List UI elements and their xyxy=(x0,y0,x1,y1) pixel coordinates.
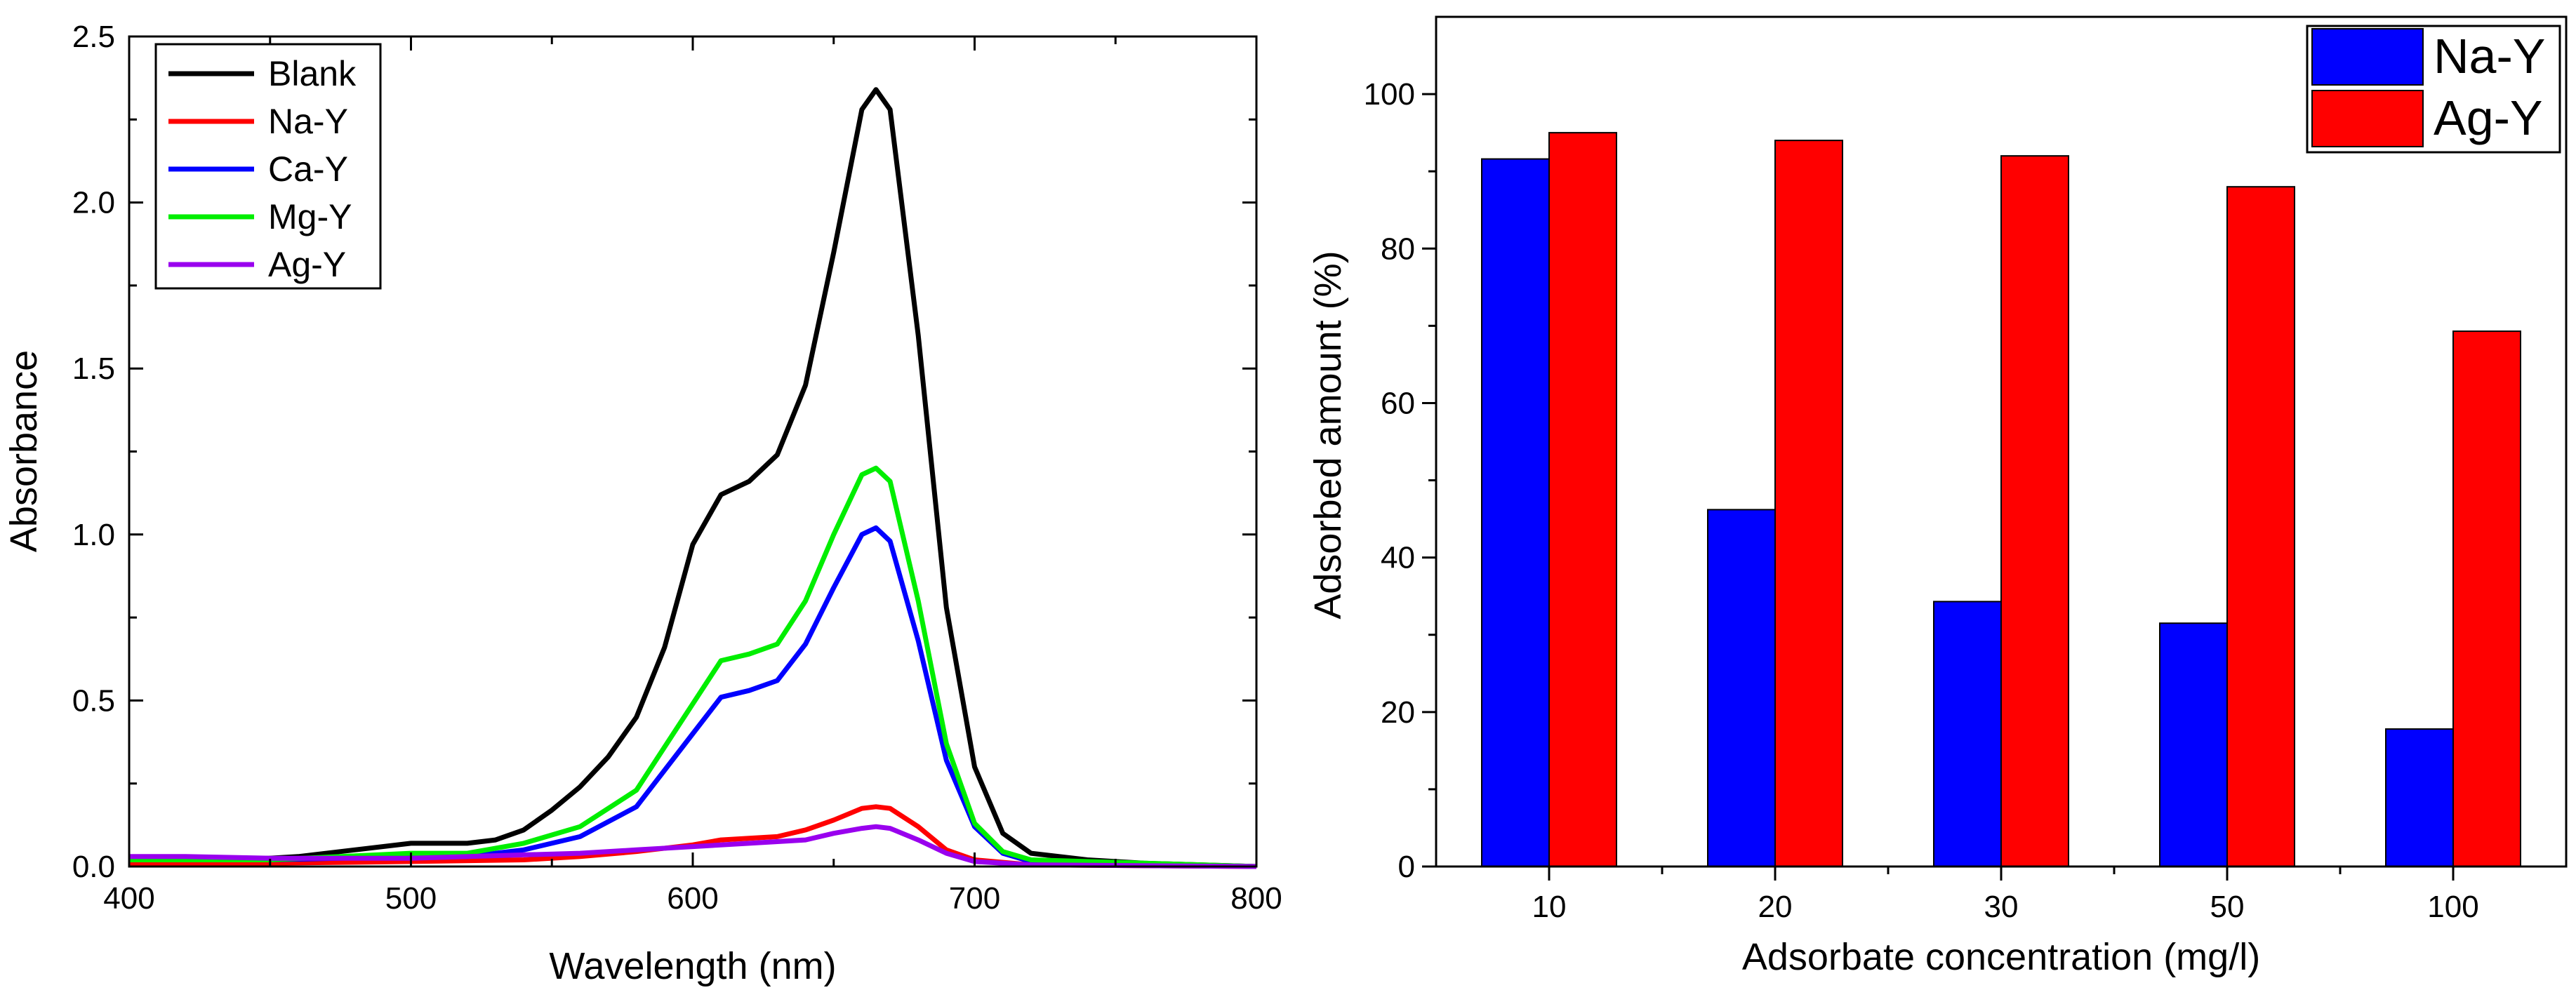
left-y-axis-title: Absorbance xyxy=(3,350,45,552)
legend-box xyxy=(154,43,382,290)
x-tick-label: 600 xyxy=(667,881,718,916)
left-x-axis-title: Wavelength (nm) xyxy=(549,945,836,987)
left-legend: Blank Na-Y Ca-Y Mg-Y Ag-Y xyxy=(154,43,382,290)
right-y-axis-title: Adsorbed amount (%) xyxy=(1307,250,1349,619)
y-tick-label: 1.5 xyxy=(72,352,115,386)
x-tick-label: 20 xyxy=(1758,890,1793,924)
x-tick-label: 500 xyxy=(385,881,437,916)
bar-ag-y-100 xyxy=(2452,330,2521,867)
line-series-ag-y xyxy=(129,824,1257,869)
line-series-ca-y xyxy=(129,525,1257,869)
bar-na-y-20 xyxy=(1707,509,1776,867)
legend-swatch xyxy=(2311,28,2424,86)
legend-label: Mg-Y xyxy=(268,197,352,236)
y-tick-label: 80 xyxy=(1381,232,1415,266)
legend-label: Na-Y xyxy=(268,102,348,141)
adsorbed-amount-chart: 0 20 40 60 80 100 10 20 30 50 100 Adsorbate concen… xyxy=(1307,15,2568,978)
y-tick-label: 2.5 xyxy=(72,20,115,54)
x-tick-label: 30 xyxy=(1984,890,2019,924)
y-tick-label: 0.0 xyxy=(72,850,115,884)
bar-na-y-50 xyxy=(2159,622,2228,867)
right-legend: Na-Y Ag-Y xyxy=(2306,25,2561,154)
y-tick-label: 1.0 xyxy=(72,518,115,552)
right-x-axis-title: Adsorbate concentration (mg/l) xyxy=(1742,936,2260,978)
y-tick-label: 60 xyxy=(1381,386,1415,420)
x-tick-label: 800 xyxy=(1230,881,1282,916)
legend-swatch xyxy=(2311,90,2424,147)
y-tick-label: 0 xyxy=(1398,850,1415,884)
y-tick-label: 40 xyxy=(1381,541,1415,575)
bar-na-y-30 xyxy=(1933,601,2002,867)
legend-label: Na-Y xyxy=(2434,29,2545,83)
line-series-blank xyxy=(129,87,1257,869)
legend-label: Blank xyxy=(268,54,357,93)
y-tick-label: 20 xyxy=(1381,695,1415,730)
legend-label: Ag-Y xyxy=(2434,91,2543,145)
x-tick-label: 400 xyxy=(103,881,154,916)
legend-label: Ag-Y xyxy=(268,245,346,284)
x-tick-label: 700 xyxy=(949,881,1000,916)
x-tick-label: 10 xyxy=(1532,890,1567,924)
line-series-mg-y xyxy=(129,465,1257,869)
absorbance-chart: 400 500 600 700 800 0.0 0.5 1.0 1.5 2.0 2.5 Wavele… xyxy=(3,20,1282,987)
bar-na-y-10 xyxy=(1481,158,1550,868)
bar-ag-y-50 xyxy=(2226,186,2295,867)
y-tick-label: 0.5 xyxy=(72,683,115,718)
bar-ag-y-20 xyxy=(1774,140,1843,867)
y-tick-label: 100 xyxy=(1364,77,1415,112)
y-tick-label: 2.0 xyxy=(72,186,115,220)
x-tick-label: 50 xyxy=(2210,890,2245,924)
bar-ag-y-10 xyxy=(1548,132,1617,868)
line-series-na-y xyxy=(129,804,1257,869)
bar-ag-y-30 xyxy=(2000,155,2069,867)
bar-na-y-100 xyxy=(2385,728,2454,868)
legend-label: Ca-Y xyxy=(268,149,348,189)
x-tick-label: 100 xyxy=(2427,890,2478,924)
